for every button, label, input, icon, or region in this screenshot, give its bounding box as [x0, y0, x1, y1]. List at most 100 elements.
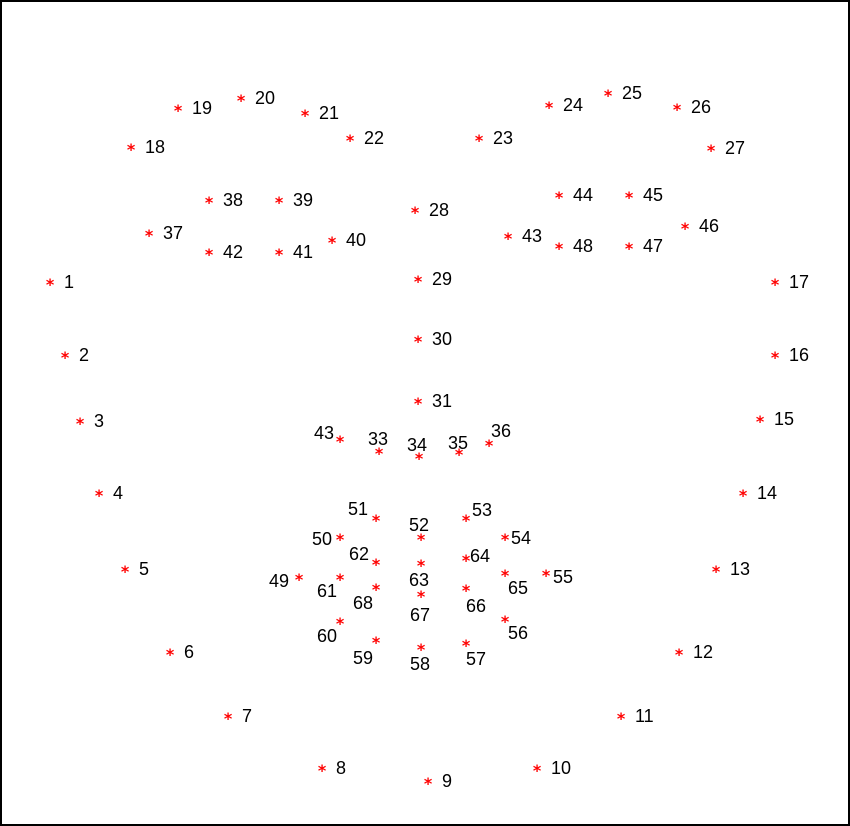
landmark-label: 17	[789, 272, 809, 292]
landmark-label: 27	[725, 138, 745, 158]
landmark-marker: *	[462, 636, 471, 655]
landmark-label: 41	[293, 242, 313, 262]
landmark-marker: *	[275, 245, 284, 264]
landmark-label: 38	[223, 190, 243, 210]
landmark-label: 45	[643, 185, 663, 205]
landmark-label: 68	[353, 593, 373, 613]
landmark-label: 22	[364, 128, 384, 148]
landmark-marker: *	[415, 449, 424, 468]
landmark-marker: *	[301, 106, 310, 125]
landmark-marker: *	[675, 645, 684, 664]
landmark-marker: *	[166, 645, 175, 664]
landmark-label: 48	[573, 236, 593, 256]
landmark-label: 56	[508, 623, 528, 643]
landmark-marker: *	[328, 233, 337, 252]
landmark-label: 16	[789, 345, 809, 365]
landmark-label: 47	[643, 236, 663, 256]
landmark-marker: *	[336, 570, 345, 589]
landmark-marker: *	[455, 445, 464, 464]
landmark-label: 43	[314, 423, 334, 443]
landmark-marker: *	[95, 486, 104, 505]
landmark-marker: *	[462, 581, 471, 600]
landmark-label: 44	[573, 185, 593, 205]
landmark-label: 67	[410, 605, 430, 625]
landmark-marker: *	[617, 709, 626, 728]
landmark-label: 7	[242, 706, 252, 726]
landmark-marker: *	[555, 239, 564, 258]
landmark-label: 28	[429, 200, 449, 220]
landmark-marker: *	[625, 188, 634, 207]
landmark-marker: *	[372, 580, 381, 599]
landmark-marker: *	[475, 131, 484, 150]
landmark-label: 49	[269, 571, 289, 591]
landmark-label: 40	[346, 230, 366, 250]
landmark-marker: *	[417, 640, 426, 659]
landmark-label: 30	[432, 329, 452, 349]
landmark-label: 64	[470, 546, 490, 566]
landmark-marker: *	[174, 101, 183, 120]
landmark-marker: *	[76, 414, 85, 433]
landmark-label: 11	[635, 706, 654, 726]
landmark-label: 4	[113, 483, 123, 503]
landmark-marker: *	[237, 91, 246, 110]
landmark-marker: *	[417, 530, 426, 549]
landmark-marker: *	[504, 229, 513, 248]
landmark-marker: *	[542, 566, 551, 585]
landmark-label: 12	[693, 642, 713, 662]
landmark-marker: *	[145, 226, 154, 245]
landmark-marker: *	[127, 140, 136, 159]
landmark-label: 36	[491, 421, 511, 441]
landmark-label: 20	[255, 88, 275, 108]
landmark-marker: *	[372, 511, 381, 530]
landmark-marker: *	[462, 511, 471, 530]
landmark-marker: *	[275, 193, 284, 212]
landmark-label: 55	[553, 567, 573, 587]
landmark-label: 52	[409, 515, 429, 535]
landmark-marker: *	[224, 709, 233, 728]
landmark-marker: *	[414, 394, 423, 413]
landmark-label: 33	[368, 429, 388, 449]
landmark-label: 13	[730, 559, 750, 579]
landmark-label: 9	[442, 771, 452, 791]
landmark-label: 59	[353, 648, 373, 668]
landmark-label: 3	[94, 411, 104, 431]
landmark-label: 25	[622, 83, 642, 103]
landmark-marker: *	[295, 570, 304, 589]
landmark-marker: *	[411, 203, 420, 222]
landmark-marker: *	[46, 275, 55, 294]
landmark-marker: *	[604, 86, 613, 105]
landmark-marker: *	[372, 555, 381, 574]
landmark-label: 37	[163, 223, 183, 243]
landmark-marker: *	[318, 761, 327, 780]
landmark-marker: *	[336, 530, 345, 549]
landmark-label: 62	[349, 544, 369, 564]
landmark-marker: *	[501, 530, 510, 549]
landmark-marker: *	[205, 245, 214, 264]
landmark-label: 51	[348, 499, 368, 519]
landmark-label: 61	[317, 581, 337, 601]
landmark-label: 29	[432, 269, 452, 289]
landmark-label: 35	[448, 433, 468, 453]
landmark-marker: *	[121, 562, 130, 581]
landmark-label: 8	[336, 758, 346, 778]
landmark-label: 6	[184, 642, 194, 662]
landmark-marker: *	[417, 556, 426, 575]
landmark-label: 46	[699, 216, 719, 236]
landmark-marker: *	[545, 98, 554, 117]
landmark-label: 19	[192, 98, 212, 118]
landmark-marker: *	[555, 188, 564, 207]
landmark-marker: *	[346, 131, 355, 150]
landmark-marker: *	[414, 272, 423, 291]
landmark-marker: *	[533, 761, 542, 780]
landmark-marker: *	[771, 275, 780, 294]
landmark-label: 58	[410, 654, 430, 674]
landmark-marker: *	[707, 141, 716, 160]
landmark-label: 57	[466, 649, 486, 669]
landmark-marker: *	[501, 612, 510, 631]
landmark-marker: *	[771, 348, 780, 367]
landmark-marker: *	[462, 551, 471, 570]
landmark-marker: *	[61, 348, 70, 367]
landmark-marker: *	[739, 486, 748, 505]
landmark-marker: *	[372, 633, 381, 652]
